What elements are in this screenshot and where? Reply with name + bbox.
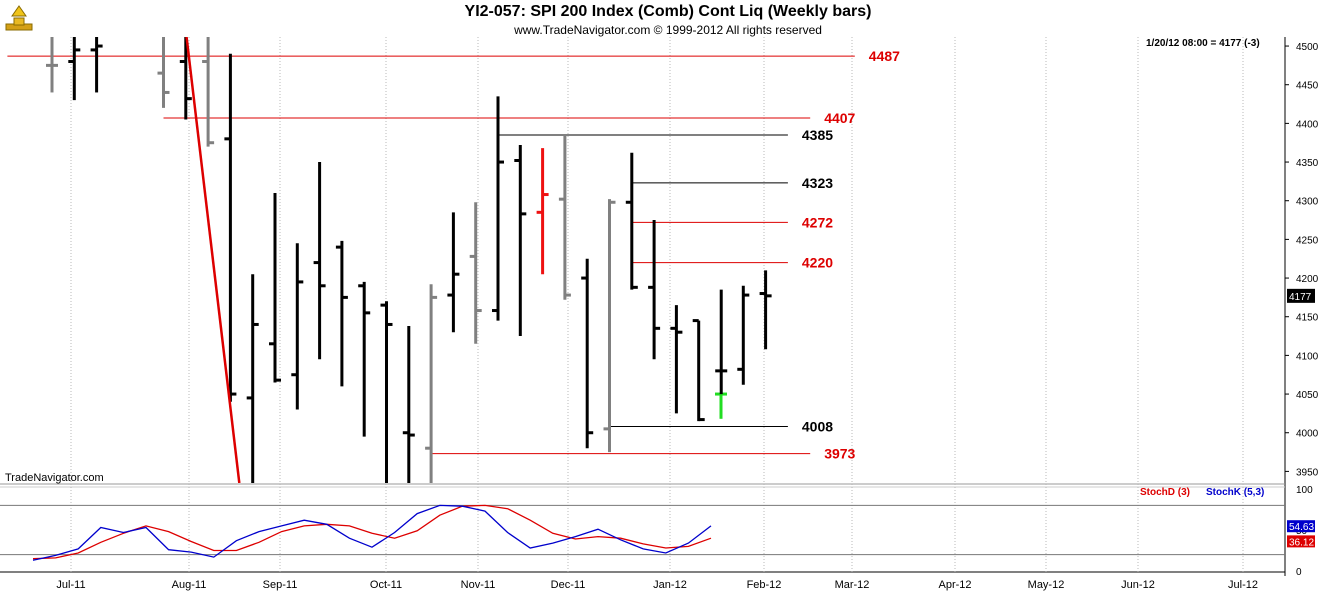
x-tick-label: Jun-12	[1121, 579, 1155, 591]
x-tick-label: Jul-12	[1228, 579, 1258, 591]
stoch-k-marker	[1287, 520, 1315, 533]
vertical-gridlines	[70, 37, 1244, 572]
ohlc-bar[interactable]	[246, 274, 259, 483]
y-tick-label: 4500	[1296, 42, 1319, 53]
x-tick-label: May-12	[1028, 579, 1065, 591]
level-label-4272: 4272	[802, 214, 833, 230]
last-quote-label: 1/20/12 08:00 = 4177 (-3)	[1146, 38, 1260, 49]
ohlc-bar[interactable]	[536, 148, 549, 275]
ohlc-bar[interactable]	[492, 96, 504, 321]
x-tick-label: Apr-12	[938, 579, 971, 591]
ohlc-bar[interactable]	[603, 199, 616, 453]
ohlc-bar[interactable]	[157, 31, 170, 108]
y-tick-label: 3950	[1296, 467, 1319, 478]
chart-title: YI2-057: SPI 200 Index (Comb) Cont Liq (…	[464, 3, 872, 20]
y-tick-label: 4050	[1296, 390, 1319, 401]
ohlc-bar[interactable]	[670, 305, 683, 414]
last-price-marker	[1287, 288, 1315, 303]
x-tick-label: Sep-11	[263, 579, 298, 591]
stoch-k-value: 54.63	[1289, 522, 1314, 533]
y-tick-label: 4000	[1296, 429, 1319, 440]
ohlc-bar[interactable]	[715, 392, 727, 419]
y-tick-label: 4150	[1296, 313, 1319, 324]
price-axis: 3950 4000 4050 4100 4150 4200 4250 4300 4350 4400…	[1285, 42, 1319, 478]
legend-stoch-k: StochK (5,3)	[1206, 487, 1264, 498]
ohlc-bar[interactable]	[269, 192, 281, 383]
date-axis: Jul-11 Aug-11 Sep-11 Oct-11 Nov-11 Dec-11 Jan-…	[56, 579, 1258, 591]
x-tick-label: Mar-12	[835, 579, 870, 591]
ohlc-bar[interactable]	[46, 31, 58, 93]
ohlc-bar[interactable]	[358, 281, 371, 437]
ohlc-bar[interactable]	[737, 285, 750, 385]
ohlc-bar[interactable]	[291, 243, 304, 410]
y-tick-label: 4400	[1296, 119, 1319, 130]
y-tick-label: 4100	[1296, 351, 1319, 362]
level-label-4323: 4323	[802, 175, 833, 191]
ohlc-bar[interactable]	[648, 220, 661, 360]
y-tick-label: 4450	[1296, 81, 1319, 92]
last-price-label: 4177	[1289, 292, 1312, 303]
y-tick-label: 4250	[1296, 235, 1319, 246]
ohlc-bar[interactable]	[514, 145, 527, 337]
x-tick-label: Aug-11	[172, 579, 207, 591]
trendline[interactable]	[185, 31, 241, 483]
ohlc-bar[interactable]	[625, 152, 638, 290]
ohlc-bar[interactable]	[469, 202, 482, 344]
x-tick-label: Jul-11	[56, 579, 85, 591]
trade-navigator-logo-icon	[5, 5, 33, 31]
y-tick-label: 4350	[1296, 158, 1319, 169]
ohlc-bars[interactable]	[46, 31, 772, 483]
ohlc-bar[interactable]	[313, 162, 326, 360]
level-label-4008: 4008	[802, 419, 833, 435]
y-tick-label: 4300	[1296, 197, 1319, 208]
x-tick-label: Feb-12	[747, 579, 782, 591]
stoch-d-marker	[1287, 535, 1315, 548]
ohlc-bar[interactable]	[692, 319, 705, 422]
trendline-segment[interactable]	[185, 31, 241, 483]
chart-frame	[0, 37, 1286, 576]
ohlc-bar[interactable]	[402, 326, 415, 483]
ohlc-bar[interactable]	[380, 301, 393, 483]
stoch-tick-label: 0	[1296, 567, 1302, 578]
ohlc-bar[interactable]	[759, 270, 772, 350]
chart-subtitle: www.TradeNavigator.com © 1999-2012 All r…	[514, 23, 822, 37]
level-label-4487: 4487	[869, 48, 900, 64]
stoch-d-value: 36.12	[1289, 537, 1314, 548]
level-label-3973: 3973	[824, 446, 855, 462]
level-label-4220: 4220	[802, 255, 833, 271]
legend-stoch-d: StochD (3)	[1140, 487, 1190, 498]
ohlc-bar[interactable]	[715, 289, 728, 395]
ohlc-bar[interactable]	[447, 212, 460, 333]
ohlc-bar[interactable]	[425, 284, 438, 483]
ohlc-bar[interactable]	[581, 258, 594, 449]
x-tick-label: Nov-11	[461, 579, 496, 591]
ohlc-bar[interactable]	[202, 31, 215, 147]
level-label-4385: 4385	[802, 127, 833, 143]
level-label-4407: 4407	[824, 110, 855, 126]
x-tick-label: Oct-11	[370, 579, 402, 591]
ohlc-bar[interactable]	[179, 31, 192, 120]
stoch-series-line[interactable]	[32, 504, 712, 560]
ohlc-bar[interactable]	[224, 53, 237, 402]
ohlc-bar[interactable]	[68, 31, 81, 101]
stoch-series-line[interactable]	[32, 504, 712, 561]
x-tick-label: Jan-12	[653, 579, 687, 591]
stoch-tick-label: 100	[1296, 485, 1313, 496]
ohlc-bar[interactable]	[335, 240, 348, 387]
ohlc-bar[interactable]	[558, 134, 571, 300]
y-tick-label: 4200	[1296, 274, 1319, 285]
x-tick-label: Dec-11	[551, 579, 586, 591]
ohlc-bar[interactable]	[90, 31, 103, 93]
watermark-label: TradeNavigator.com	[5, 472, 104, 484]
